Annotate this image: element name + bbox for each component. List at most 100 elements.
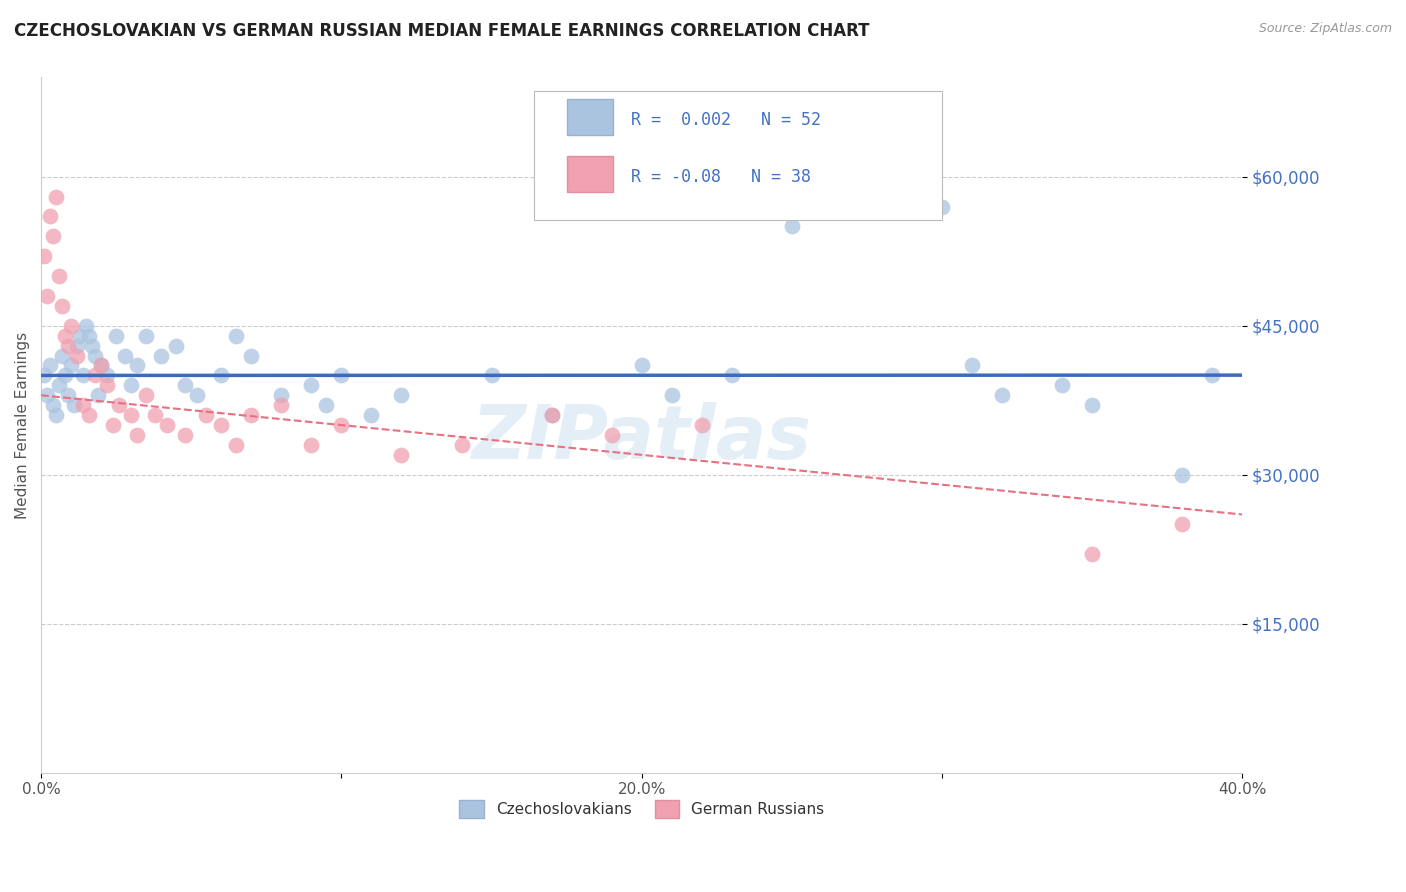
Text: Source: ZipAtlas.com: Source: ZipAtlas.com [1258,22,1392,36]
Point [114,349,136,363]
Point [270,388,292,402]
Point [330,368,353,383]
Point [90,359,112,373]
Point [225,438,247,452]
Point [1081,398,1104,412]
Point [42,229,65,244]
Point [630,359,652,373]
Y-axis label: Median Female Earnings: Median Female Earnings [15,332,30,518]
Point [60,318,83,333]
Point [156,418,179,433]
Point [780,219,803,234]
Point [87,388,110,402]
Point [600,428,623,442]
Point [135,388,157,402]
Point [143,408,166,422]
Point [931,200,953,214]
Point [45,189,67,203]
Point [1081,547,1104,561]
Text: R =  0.002   N = 52: R = 0.002 N = 52 [631,111,821,128]
Point [540,408,562,422]
Point [186,388,208,402]
Point [77,328,100,343]
Point [82,338,104,352]
Point [165,338,187,352]
Point [1171,517,1194,532]
Point [69,328,91,343]
Point [299,378,322,392]
Point [96,368,118,383]
Point [56,388,79,402]
Point [209,368,232,383]
Point [53,328,76,343]
Point [135,328,157,343]
Point [270,398,292,412]
Point [72,368,94,383]
Point [195,408,218,422]
Legend: Czechoslovakians, German Russians: Czechoslovakians, German Russians [453,795,831,824]
Point [32,249,55,263]
Point [225,328,247,343]
Point [661,388,683,402]
Point [53,368,76,383]
FancyBboxPatch shape [567,100,613,136]
Point [1171,467,1194,482]
Point [37,289,59,303]
Point [150,349,173,363]
Point [96,378,118,392]
FancyBboxPatch shape [567,156,613,192]
Point [330,418,353,433]
Point [51,299,73,313]
Point [45,408,67,422]
Text: CZECHOSLOVAKIAN VS GERMAN RUSSIAN MEDIAN FEMALE EARNINGS CORRELATION CHART: CZECHOSLOVAKIAN VS GERMAN RUSSIAN MEDIAN… [14,22,869,40]
Point [1201,368,1223,383]
Point [391,448,413,462]
Point [721,368,744,383]
Point [690,418,713,433]
Point [1050,378,1073,392]
Point [63,398,86,412]
Point [174,428,197,442]
Point [360,408,382,422]
Point [120,378,142,392]
Point [32,368,55,383]
Point [103,418,125,433]
Point [174,378,197,392]
Point [127,359,149,373]
Point [48,378,70,392]
Point [66,349,89,363]
Point [39,359,62,373]
Point [37,388,59,402]
Point [51,349,73,363]
Point [209,418,232,433]
Point [315,398,337,412]
Text: R = -0.08   N = 38: R = -0.08 N = 38 [631,168,811,186]
Point [84,349,107,363]
Point [120,408,142,422]
Point [391,388,413,402]
FancyBboxPatch shape [534,91,942,220]
Point [77,408,100,422]
Point [75,318,97,333]
Point [66,338,89,352]
Text: ZIPatlas: ZIPatlas [472,402,811,475]
Point [540,408,562,422]
Point [240,408,263,422]
Point [39,210,62,224]
Point [991,388,1014,402]
Point [48,269,70,284]
Point [481,368,503,383]
Point [42,398,65,412]
Point [299,438,322,452]
Point [90,359,112,373]
Point [60,359,83,373]
Point [960,359,983,373]
Point [72,398,94,412]
Point [108,398,131,412]
Point [450,438,472,452]
Point [240,349,263,363]
Point [56,338,79,352]
Point [105,328,128,343]
Point [84,368,107,383]
Point [127,428,149,442]
